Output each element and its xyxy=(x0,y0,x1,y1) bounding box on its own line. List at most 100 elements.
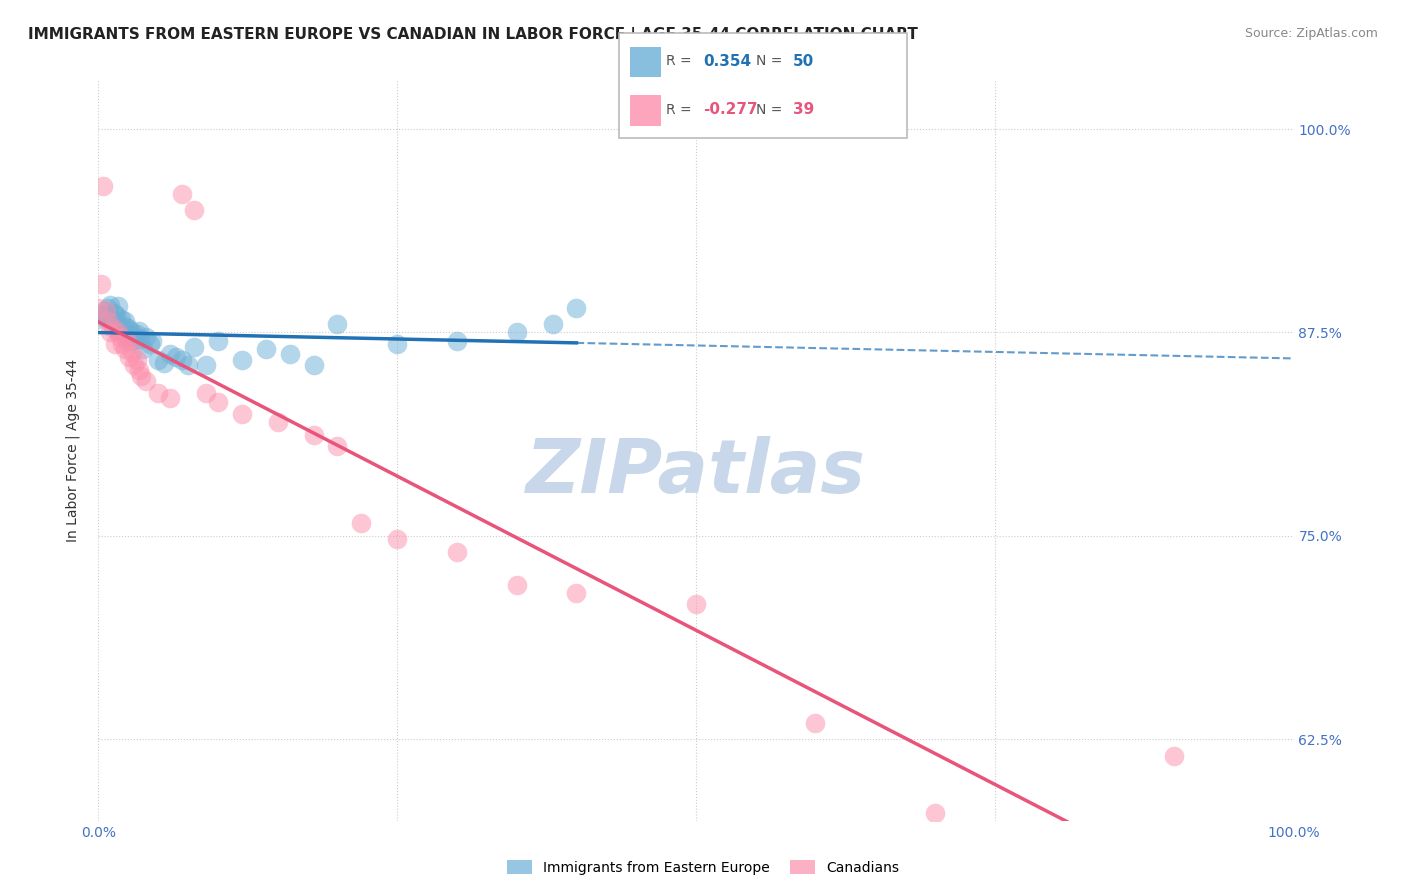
Point xyxy=(111,337,134,351)
Point xyxy=(98,326,122,340)
Point xyxy=(135,330,157,344)
Point xyxy=(1163,748,1185,763)
Point xyxy=(131,342,153,356)
Point xyxy=(207,395,229,409)
Point xyxy=(96,310,118,325)
Point xyxy=(121,334,143,348)
Point xyxy=(541,318,564,332)
Point xyxy=(153,356,176,370)
Point xyxy=(98,298,122,312)
Text: R =: R = xyxy=(666,103,696,117)
Point xyxy=(129,332,152,346)
Point xyxy=(117,320,139,334)
Point xyxy=(183,203,205,218)
Point xyxy=(107,320,129,334)
Point xyxy=(112,318,135,333)
Point xyxy=(87,312,110,326)
Point xyxy=(254,342,277,356)
Point xyxy=(118,330,141,344)
Point xyxy=(97,314,120,328)
Y-axis label: In Labor Force | Age 35-44: In Labor Force | Age 35-44 xyxy=(65,359,80,542)
Point xyxy=(172,187,194,202)
Point xyxy=(148,385,170,400)
Point xyxy=(101,320,124,334)
Point xyxy=(128,363,150,377)
Point xyxy=(108,330,131,344)
Point xyxy=(924,805,946,820)
Point xyxy=(326,318,349,332)
Point xyxy=(91,179,114,194)
Point xyxy=(125,327,148,342)
Point xyxy=(385,532,409,546)
Point xyxy=(97,301,120,315)
Point xyxy=(104,314,127,328)
Point xyxy=(107,300,129,314)
Point xyxy=(118,350,141,364)
Text: IMMIGRANTS FROM EASTERN EUROPE VS CANADIAN IN LABOR FORCE | AGE 35-44 CORRELATIO: IMMIGRANTS FROM EASTERN EUROPE VS CANADI… xyxy=(28,27,918,43)
Point xyxy=(90,277,112,291)
Point xyxy=(446,334,468,348)
Point xyxy=(267,415,290,429)
Text: N =: N = xyxy=(756,54,787,69)
Point xyxy=(107,326,129,340)
Point xyxy=(565,586,588,600)
Point xyxy=(98,310,121,324)
Point xyxy=(172,353,194,368)
Point xyxy=(177,358,200,372)
Point xyxy=(207,334,229,348)
Text: ZIPatlas: ZIPatlas xyxy=(526,436,866,509)
Point xyxy=(231,353,253,368)
Point xyxy=(131,369,153,384)
Legend: Immigrants from Eastern Europe, Canadians: Immigrants from Eastern Europe, Canadian… xyxy=(501,855,905,880)
Point xyxy=(124,358,146,372)
Point xyxy=(94,304,117,318)
Point xyxy=(141,334,163,348)
Point xyxy=(565,301,588,315)
Point xyxy=(121,345,143,359)
Point xyxy=(302,358,325,372)
Point xyxy=(159,391,181,405)
Point xyxy=(446,545,468,559)
Point xyxy=(111,326,134,340)
Point xyxy=(124,328,146,343)
Point xyxy=(183,340,205,354)
Point xyxy=(302,428,325,442)
Point xyxy=(103,306,125,320)
Point xyxy=(115,327,138,342)
Point xyxy=(104,337,127,351)
Point xyxy=(93,304,115,318)
Point xyxy=(148,353,170,368)
Text: 39: 39 xyxy=(793,103,814,117)
Point xyxy=(110,312,132,326)
Point xyxy=(125,353,148,368)
Point xyxy=(278,346,301,360)
Point xyxy=(685,597,707,611)
Point xyxy=(385,337,409,351)
Point xyxy=(326,439,349,453)
Point xyxy=(101,318,124,332)
Text: 50: 50 xyxy=(793,54,814,69)
Point xyxy=(114,314,136,328)
Point xyxy=(195,358,218,372)
Point xyxy=(159,346,181,360)
Point xyxy=(506,577,529,591)
Point xyxy=(231,407,253,421)
Point xyxy=(108,324,131,338)
Text: Source: ZipAtlas.com: Source: ZipAtlas.com xyxy=(1244,27,1378,40)
Point xyxy=(804,716,827,731)
Point xyxy=(350,516,373,530)
Point xyxy=(120,324,142,338)
Point xyxy=(87,301,110,315)
Text: 0.354: 0.354 xyxy=(703,54,751,69)
Point xyxy=(115,334,138,348)
Point xyxy=(139,337,162,351)
Point xyxy=(195,385,218,400)
Point xyxy=(105,308,128,322)
Point xyxy=(165,350,187,364)
Text: R =: R = xyxy=(666,54,696,69)
Point xyxy=(91,308,114,322)
Point xyxy=(135,374,157,388)
Point xyxy=(128,324,150,338)
Text: -0.277: -0.277 xyxy=(703,103,758,117)
Text: N =: N = xyxy=(756,103,787,117)
